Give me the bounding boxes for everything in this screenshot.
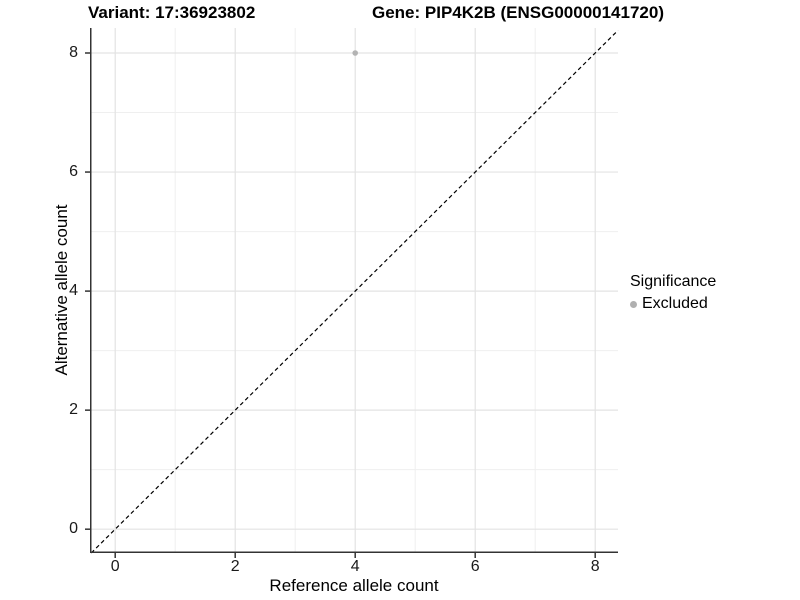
y-tick-label: 4 xyxy=(69,282,78,300)
legend-item-excluded: Excluded xyxy=(630,294,716,314)
y-tick-label: 2 xyxy=(69,401,78,419)
x-tick-label: 0 xyxy=(110,558,120,575)
data-point-excluded xyxy=(352,50,359,56)
x-tick-label: 4 xyxy=(350,558,360,575)
y-tick-label: 8 xyxy=(69,44,78,61)
x-tick-label: 2 xyxy=(230,558,240,575)
plot-canvas xyxy=(85,28,619,558)
x-tick-label: 6 xyxy=(470,558,480,575)
legend: Significance Excluded xyxy=(630,272,716,314)
excluded-point-swatch xyxy=(630,300,637,308)
identity-reference-line xyxy=(90,29,619,554)
x-tick-label: 8 xyxy=(590,558,600,575)
y-tick-label: 0 xyxy=(69,520,78,538)
y-tick-label: 6 xyxy=(69,163,78,181)
plot-title-gene: Gene: PIP4K2B (ENSG00000141720) xyxy=(372,3,664,22)
legend-title: Significance xyxy=(630,273,717,290)
legend-item-label: Excluded xyxy=(642,295,708,312)
x-axis-title: Reference allele count xyxy=(269,576,439,595)
plot-panel xyxy=(85,28,619,558)
plot-title-variant: Variant: 17:36923802 xyxy=(88,3,256,22)
